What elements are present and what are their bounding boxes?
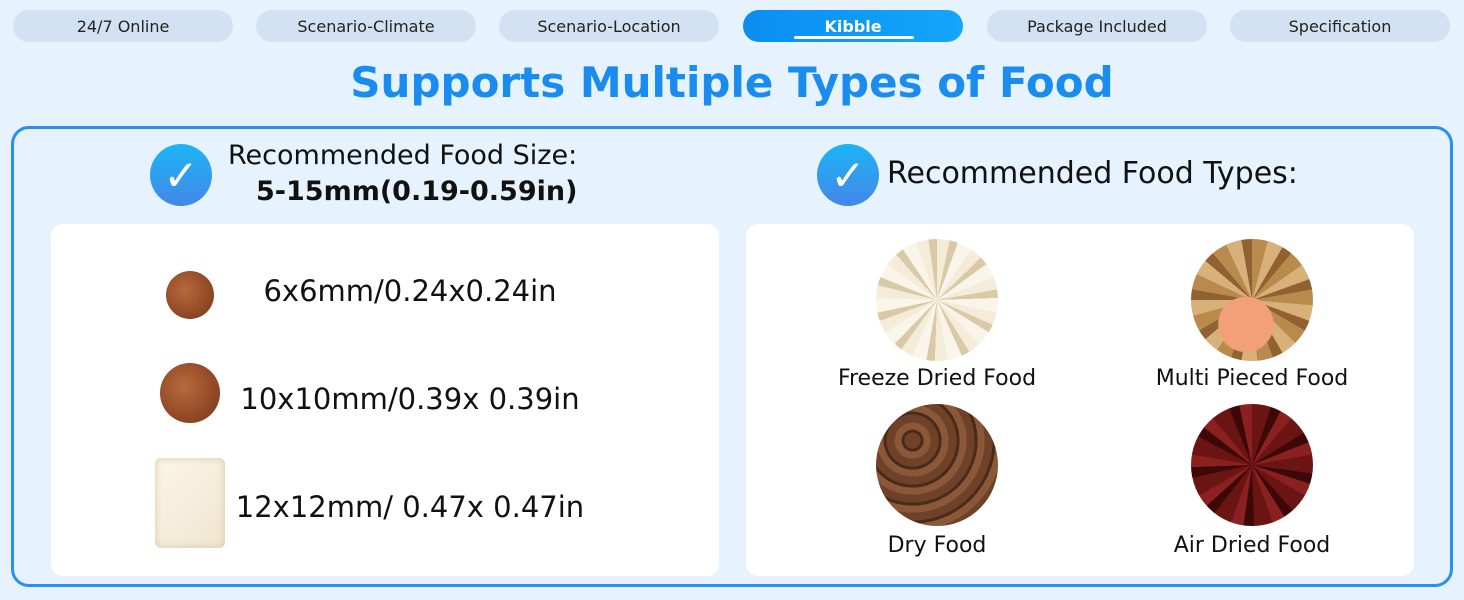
- size-6mm: 6x6mm/0.24x0.24in: [263, 274, 557, 308]
- check-circle-icon: ✓: [150, 144, 212, 206]
- label-multi-pieced: Multi Pieced Food: [1155, 366, 1349, 391]
- tab-scenario-climate[interactable]: Scenario-Climate: [256, 10, 476, 42]
- dry-food-image: [876, 404, 998, 526]
- tab-specification[interactable]: Specification: [1230, 10, 1450, 42]
- tab-kibble[interactable]: Kibble: [743, 10, 963, 42]
- food-types-heading: Recommended Food Types:: [887, 156, 1298, 191]
- page-title: Supports Multiple Types of Food: [350, 58, 1114, 107]
- label-dry-food: Dry Food: [887, 533, 987, 558]
- multi-pieced-food-image: [1191, 239, 1313, 361]
- tab-package-included[interactable]: Package Included: [987, 10, 1207, 42]
- size-12mm: 12x12mm/ 0.47x 0.47in: [235, 490, 585, 524]
- freeze-dried-cube-image: [155, 458, 225, 548]
- label-freeze-dried: Freeze Dried Food: [837, 366, 1037, 391]
- food-types-card: [746, 224, 1414, 576]
- tab-24-7-online[interactable]: 24/7 Online: [13, 10, 233, 42]
- kibble-6mm-image: [166, 271, 214, 319]
- label-air-dried: Air Dried Food: [1173, 533, 1331, 558]
- check-circle-icon: ✓: [817, 144, 879, 206]
- air-dried-food-image: [1191, 404, 1313, 526]
- tab-scenario-location[interactable]: Scenario-Location: [499, 10, 719, 42]
- food-size-range: 5-15mm(0.19-0.59in): [256, 176, 578, 207]
- freeze-dried-food-image: [876, 239, 998, 361]
- content-frame: [11, 126, 1453, 587]
- size-10mm: 10x10mm/0.39x 0.39in: [240, 382, 580, 416]
- food-size-heading: Recommended Food Size:: [228, 140, 578, 171]
- kibble-10mm-image: [160, 363, 220, 423]
